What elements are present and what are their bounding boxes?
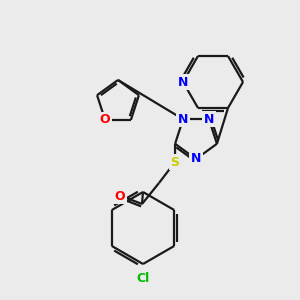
Text: O: O (100, 113, 110, 126)
Text: N: N (178, 76, 188, 88)
Text: S: S (170, 155, 179, 169)
Text: Cl: Cl (136, 272, 150, 284)
Text: N: N (191, 152, 201, 166)
Text: O: O (115, 190, 125, 202)
Text: N: N (178, 113, 188, 126)
Text: N: N (204, 113, 214, 126)
